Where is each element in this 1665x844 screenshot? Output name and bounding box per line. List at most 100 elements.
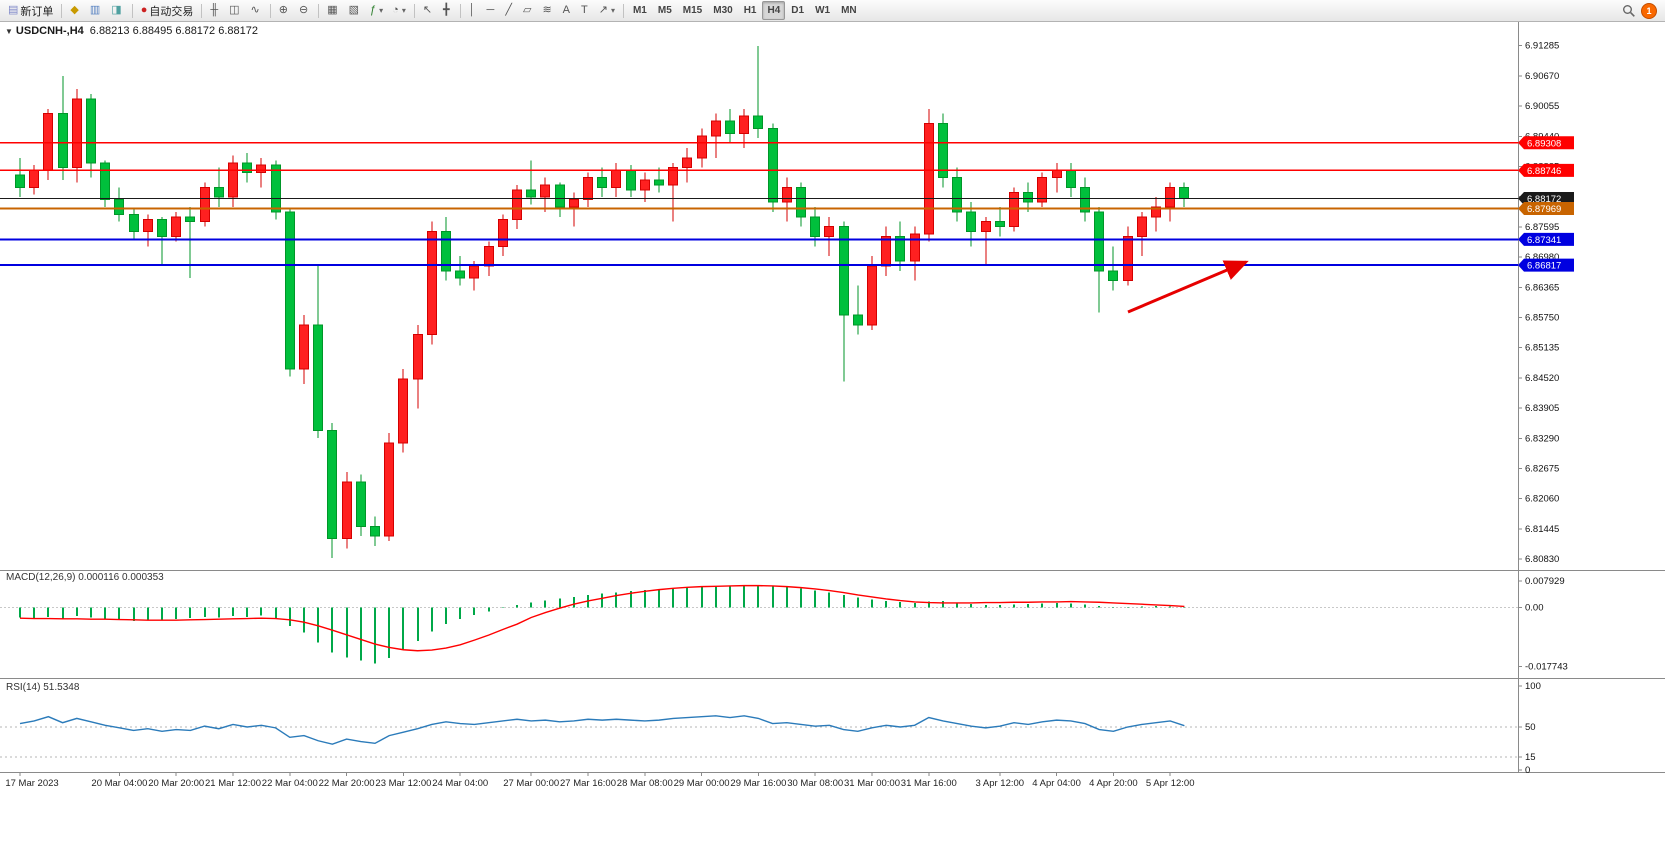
candle-body — [668, 167, 678, 186]
auto-arrange-button[interactable]: ▧ — [345, 1, 365, 20]
rsi-axis[interactable]: 100 50 15 0 — [1518, 681, 1541, 776]
candle-body — [952, 177, 962, 213]
candle-body — [15, 174, 25, 188]
price-axis-label: 6.85135 — [1525, 343, 1559, 354]
profiles-button[interactable]: ▥ — [86, 1, 106, 20]
candle-body — [356, 481, 366, 527]
candle-body — [398, 378, 408, 444]
charts-grid-button[interactable]: ◆ — [66, 1, 84, 20]
rsi-axis-label: 100 — [1525, 681, 1541, 692]
price-axis-label: 6.80830 — [1525, 554, 1559, 565]
trendline-button[interactable]: ╱ — [501, 1, 518, 20]
candle-body — [157, 218, 167, 237]
candle-body — [143, 218, 153, 233]
tile-windows-icon: ▦ — [327, 4, 338, 16]
price-badge — [1518, 202, 1574, 216]
timeframe-d1-button[interactable]: D1 — [791, 5, 805, 16]
timeframe-h1-button[interactable]: H1 — [743, 5, 757, 16]
candle-body — [313, 324, 323, 431]
candle-body — [682, 157, 692, 169]
macd-axis[interactable]: 0.007929 0.00 -0.017743 — [1518, 576, 1568, 673]
time-axis[interactable]: 17 Mar 2023 20 Mar 04:00 20 Mar 20:00 21 Ma… — [5, 772, 1195, 789]
price-axis-label: 6.90055 — [1525, 101, 1559, 112]
candle-body — [924, 122, 934, 235]
price-badge — [1518, 232, 1574, 246]
zoom-in-button[interactable]: ⊕ — [275, 1, 294, 20]
horizontal-line-button[interactable]: ─ — [483, 1, 501, 20]
new-order-icon: ▤ — [8, 4, 19, 16]
candle-body — [469, 265, 479, 279]
tile-windows-button[interactable]: ▦ — [323, 1, 343, 20]
bar-chart-button[interactable]: ╫ — [206, 1, 224, 20]
text-button[interactable]: A — [559, 1, 576, 20]
candle-body — [697, 135, 707, 159]
fibonacci-button[interactable]: ≋ — [538, 1, 557, 20]
channel-button[interactable]: ▱ — [519, 1, 537, 20]
timeframe-m1-button[interactable]: M1 — [632, 5, 647, 16]
timeframe-mn-button[interactable]: MN — [841, 5, 857, 16]
candle-body — [995, 221, 1005, 228]
timeframe-w1-button[interactable]: W1 — [815, 5, 831, 16]
autotrading-button[interactable]: ● 自动交易 — [137, 1, 198, 20]
price-badge-label: 6.87341 — [1527, 235, 1561, 246]
candle-body — [981, 221, 991, 233]
annotation-arrow[interactable] — [1127, 260, 1249, 314]
new-order-button[interactable]: ▤ 新订单 — [4, 1, 57, 20]
candle-body — [796, 186, 806, 218]
chart-dropdown-icon[interactable]: ▼ — [5, 27, 13, 36]
price-badge-label: 6.88746 — [1527, 166, 1561, 177]
candle-body — [441, 231, 451, 272]
candle-body — [1151, 206, 1161, 218]
candle-body — [768, 127, 778, 203]
macd-axis-label: 0.00 — [1525, 603, 1544, 614]
vertical-line-button[interactable]: │ — [465, 1, 482, 20]
timeframe-h4-button[interactable]: H4 — [762, 1, 786, 20]
candle-body — [966, 211, 976, 233]
candle-body — [1137, 216, 1147, 237]
price-axis-label: 6.90670 — [1525, 71, 1559, 82]
label-button[interactable]: T — [577, 1, 594, 20]
candle-body — [413, 334, 423, 380]
line-chart-button[interactable]: ∿ — [247, 1, 266, 20]
price-badge — [1518, 258, 1574, 272]
time-axis-label: 30 Mar 08:00 — [787, 778, 843, 789]
auto-arrange-icon: ▧ — [348, 4, 360, 16]
timeframe-m15-button[interactable]: M15 — [682, 5, 703, 16]
data-window-button[interactable]: ◨ — [107, 1, 127, 20]
zoom-out-button[interactable]: ⊖ — [295, 1, 314, 20]
candle-body — [370, 525, 380, 537]
candle-body — [512, 189, 522, 220]
rsi-panel — [0, 715, 1518, 758]
periods-button[interactable]: ◔ ▾ — [388, 1, 410, 20]
timeframe-m5-button[interactable]: M5 — [657, 5, 672, 16]
cursor-button[interactable]: ↖ — [419, 1, 438, 20]
bar-chart-icon: ╫ — [210, 4, 219, 16]
crosshair-button[interactable]: ╋ — [439, 1, 456, 20]
candle-body — [1009, 191, 1019, 228]
price-axis-label: 6.86980 — [1525, 252, 1559, 263]
candle-body — [58, 113, 68, 169]
candle-body — [285, 211, 295, 370]
candle-body — [611, 169, 621, 188]
candle-body — [526, 189, 536, 198]
candle-body — [256, 164, 266, 174]
toolbar-separator — [61, 3, 63, 18]
arrows-button[interactable]: ↗ ▾ — [595, 1, 619, 20]
timeframe-m30-button[interactable]: M30 — [713, 5, 733, 16]
candle-body — [569, 199, 579, 208]
time-axis-label: 27 Mar 16:00 — [560, 778, 616, 789]
candlestick-chart-button[interactable]: ◫ — [225, 1, 245, 20]
search-icon[interactable] — [1622, 4, 1636, 18]
candle-body — [640, 179, 650, 191]
candle-body — [72, 98, 82, 169]
price-axis[interactable]: 6.912856.906706.900556.894406.888256.882… — [1518, 41, 1559, 566]
indicators-button[interactable]: ƒ ▾ — [366, 1, 387, 20]
indicators-icon: ƒ — [370, 4, 377, 16]
data-window-icon: ◨ — [111, 4, 122, 16]
candle-body — [484, 245, 494, 267]
candle-body — [597, 177, 607, 188]
notification-badge[interactable]: 1 — [1641, 2, 1657, 19]
autotrading-icon: ● — [140, 4, 148, 16]
candle-body — [810, 216, 820, 237]
